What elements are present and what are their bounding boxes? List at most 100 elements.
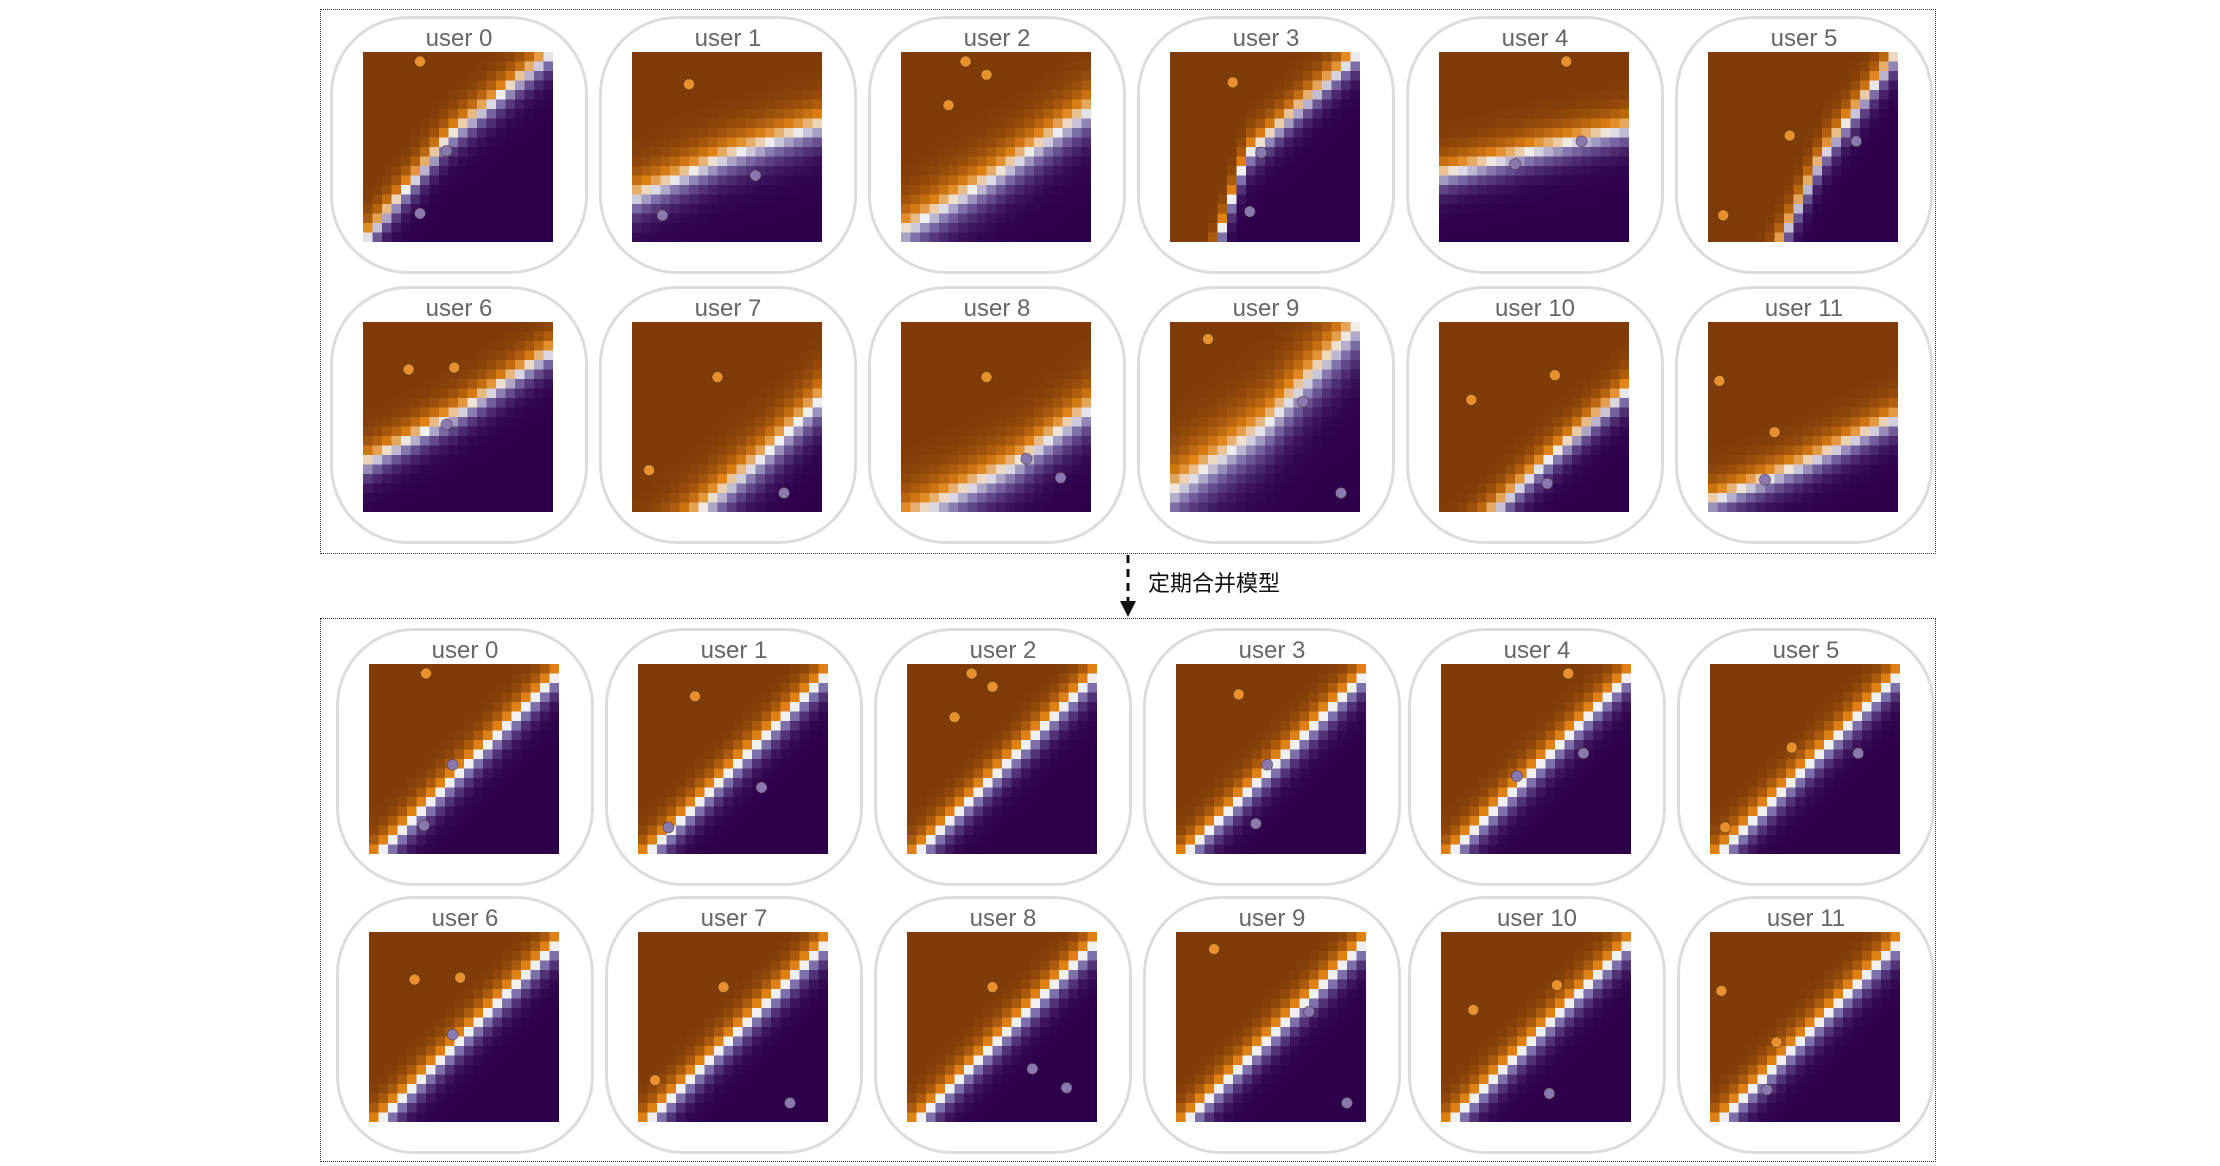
heatmap-cell (372, 360, 383, 371)
heatmap-cell (1284, 232, 1295, 242)
heatmap-cell (1736, 483, 1747, 494)
heatmap-cell (929, 80, 940, 91)
heatmap-cell (1208, 147, 1219, 158)
heatmap-cell (1265, 331, 1276, 342)
heatmap-cell (948, 80, 959, 91)
heatmap-cell (765, 407, 776, 418)
heatmap-cell (641, 474, 652, 485)
heatmap-cell (632, 407, 643, 418)
heatmap-cell (530, 683, 541, 694)
heatmap-cell (1198, 407, 1209, 418)
heatmap-cell (1255, 445, 1266, 456)
heatmap-cell (1822, 331, 1833, 342)
heatmap-cell (1255, 166, 1266, 177)
heatmap-cell (1600, 156, 1611, 167)
heatmap-cell (458, 483, 469, 494)
heatmap-cell (746, 90, 757, 101)
heatmap-cell (1062, 455, 1073, 466)
heatmap-cell (1496, 137, 1507, 148)
heatmap-cell (1486, 445, 1497, 456)
heatmap-cell (1793, 156, 1804, 167)
heatmap-cell (1610, 341, 1621, 352)
orange-sample-point (414, 55, 426, 68)
heatmap-cell (1562, 407, 1573, 418)
heatmap-cell (534, 52, 545, 63)
heatmap-cell (1236, 147, 1247, 158)
heatmap-cell (1496, 61, 1507, 72)
heatmap-cell (901, 204, 912, 215)
heatmap-cell (1274, 128, 1285, 139)
heatmap-cell (1274, 445, 1285, 456)
heatmap-cell (784, 185, 795, 196)
heatmap-cell (1831, 445, 1842, 456)
heatmap-cell (632, 204, 643, 215)
heatmap-cell (1265, 156, 1276, 167)
heatmap-cell (708, 204, 719, 215)
heatmap-cell (1774, 407, 1785, 418)
heatmap-cell (1803, 341, 1814, 352)
heatmap-cell (477, 331, 488, 342)
heatmap-cell (1053, 502, 1064, 512)
heatmap-cell (382, 118, 393, 129)
heatmap-cell (1024, 483, 1035, 494)
heatmap-cell (1736, 445, 1747, 456)
heatmap-cell (1062, 90, 1073, 101)
group-after-merge (320, 618, 1936, 1162)
heatmap-cell (382, 166, 393, 177)
heatmap-cell (477, 118, 488, 129)
heatmap-cell (505, 147, 516, 158)
heatmap-cell (1179, 128, 1190, 139)
heatmap-cell (679, 360, 690, 371)
heatmap-cell (1274, 474, 1285, 485)
heatmap-cell (1524, 331, 1535, 342)
heatmap-cell (679, 194, 690, 205)
heatmap-cell (429, 331, 440, 342)
heatmap-cell (803, 502, 814, 512)
heatmap-cell (458, 156, 469, 167)
user-label: user 1 (694, 25, 762, 52)
heatmap-cell (812, 137, 822, 148)
heatmap-cell (1708, 80, 1719, 91)
heatmap-cell (1888, 118, 1898, 129)
heatmap-cell (1303, 52, 1314, 63)
heatmap-cell (755, 223, 766, 234)
heatmap-cell (689, 90, 700, 101)
heatmap-cell (1610, 90, 1621, 101)
heatmap-cell (1755, 213, 1766, 224)
heatmap-cell (746, 436, 757, 447)
heatmap-cell (1217, 194, 1228, 205)
heatmap-cell (1727, 137, 1738, 148)
heatmap-cell (1255, 90, 1266, 101)
heatmap-cell (1496, 223, 1507, 234)
heatmap-cell (1458, 185, 1469, 196)
heatmap-cell (1869, 331, 1880, 342)
heatmap-cell (420, 90, 431, 101)
heatmap-cell (1534, 426, 1545, 437)
heatmap-cell (1284, 331, 1295, 342)
heatmap-cell (1208, 185, 1219, 196)
heatmap-cell (1841, 71, 1852, 82)
heatmap-cell (1591, 71, 1602, 82)
heatmap-cell (1024, 360, 1035, 371)
heatmap-cell (1784, 436, 1795, 447)
heatmap-cell (534, 369, 545, 380)
heatmap-cell (986, 156, 997, 167)
heatmap-cell (543, 502, 553, 512)
heatmap-cell (1736, 502, 1747, 512)
heatmap-cell (1458, 464, 1469, 475)
heatmap-cell (1524, 341, 1535, 352)
heatmap-cell (363, 455, 374, 466)
heatmap-cell (1062, 223, 1073, 234)
heatmap-cell (920, 426, 931, 437)
heatmap-cell (784, 436, 795, 447)
heatmap-cell (1208, 388, 1219, 399)
heatmap-cell (1888, 185, 1898, 196)
heatmap-cell (1255, 185, 1266, 196)
heatmap-cell (1208, 223, 1219, 234)
heatmap-cell (765, 379, 776, 390)
heatmap-cell (1708, 417, 1719, 428)
heatmap-cell (717, 185, 728, 196)
heatmap-cell (1217, 464, 1228, 475)
heatmap-cell (708, 426, 719, 437)
heatmap-cell (1793, 360, 1804, 371)
